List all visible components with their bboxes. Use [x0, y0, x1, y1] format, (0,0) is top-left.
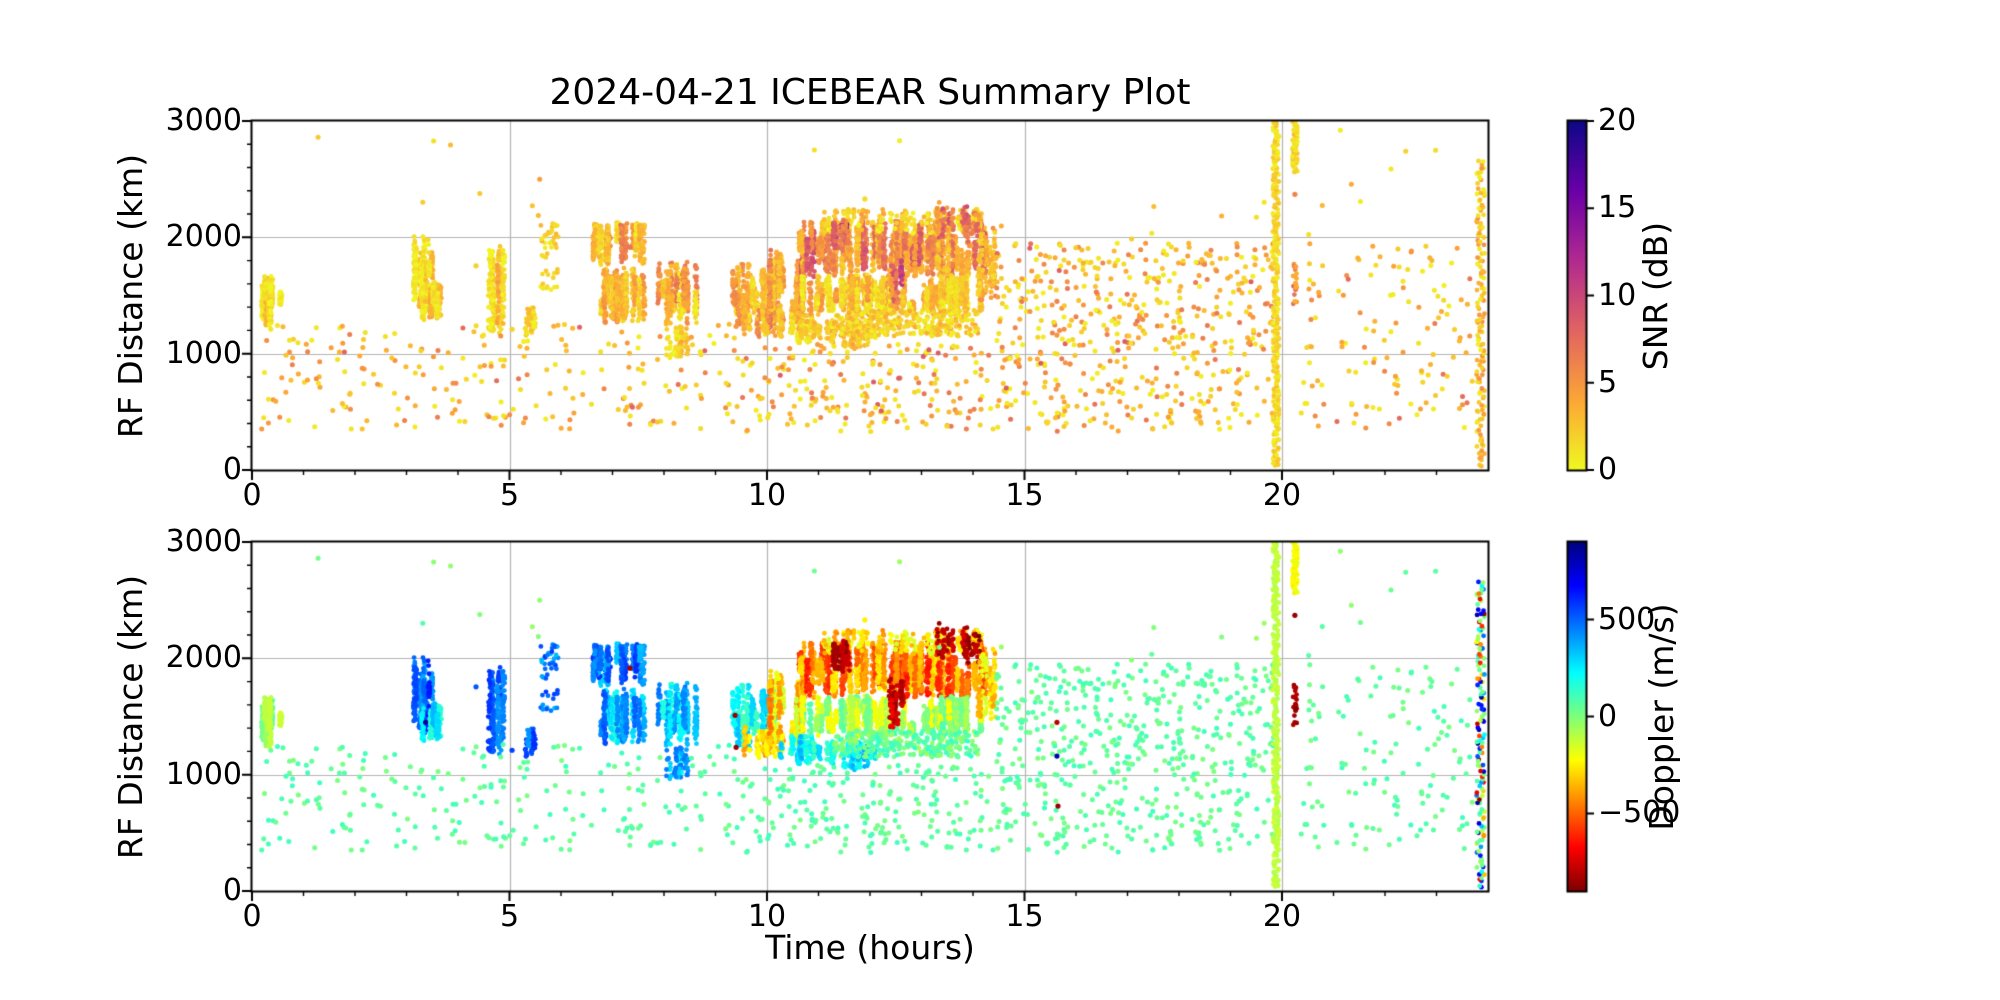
panel1-x-tick-label-20: 20 [1262, 478, 1302, 513]
panel2-x-tick-label-5: 5 [499, 899, 520, 934]
panel1-y-tick-label-1000: 1000 [165, 335, 242, 371]
snr-colorbar-tick-label-1: 5 [1598, 364, 1618, 400]
panel2-y-tick-label-1000: 1000 [165, 756, 242, 792]
panel2-y-tick-label-3000: 3000 [165, 524, 242, 559]
panel1-y-tick-label-3000: 3000 [165, 103, 242, 138]
panel2-y-tick-label-0: 0 [222, 873, 242, 908]
doppler-colorbar-tick-label-1: 0 [1598, 698, 1618, 734]
doppler-colorbar-tick-label-0: −500 [1598, 795, 1681, 831]
panel2-x-tick-label-15: 15 [1005, 899, 1044, 934]
snr-colorbar-tick-label-4: 20 [1598, 103, 1637, 138]
panel1-y-tick-label-0: 0 [222, 452, 242, 487]
snr-colorbar-tick-label-0: 0 [1598, 452, 1618, 487]
figure-title: 2024-04-21 ICEBEAR Summary Plot [549, 72, 1191, 113]
snr-colorbar-tick-label-3: 15 [1598, 190, 1637, 226]
panel1-x-tick-label-0: 0 [242, 478, 262, 513]
x-axis-label: Time (hours) [765, 928, 975, 967]
panel2-x-tick-label-10: 10 [747, 899, 787, 934]
panel1-x-tick-label-15: 15 [1005, 478, 1044, 513]
panel2-x-tick-label-20: 20 [1262, 899, 1302, 934]
panel1-y-tick-label-2000: 2000 [165, 219, 242, 255]
panel2-y-tick-label-2000: 2000 [165, 640, 242, 676]
panel1-x-tick-label-10: 10 [747, 478, 787, 513]
panel1-x-tick-label-5: 5 [499, 478, 520, 513]
doppler-colorbar-tick-label-2: 500 [1598, 601, 1656, 637]
snr-colorbar-tick-label-2: 10 [1598, 277, 1637, 313]
panel2-x-tick-label-0: 0 [242, 899, 262, 934]
